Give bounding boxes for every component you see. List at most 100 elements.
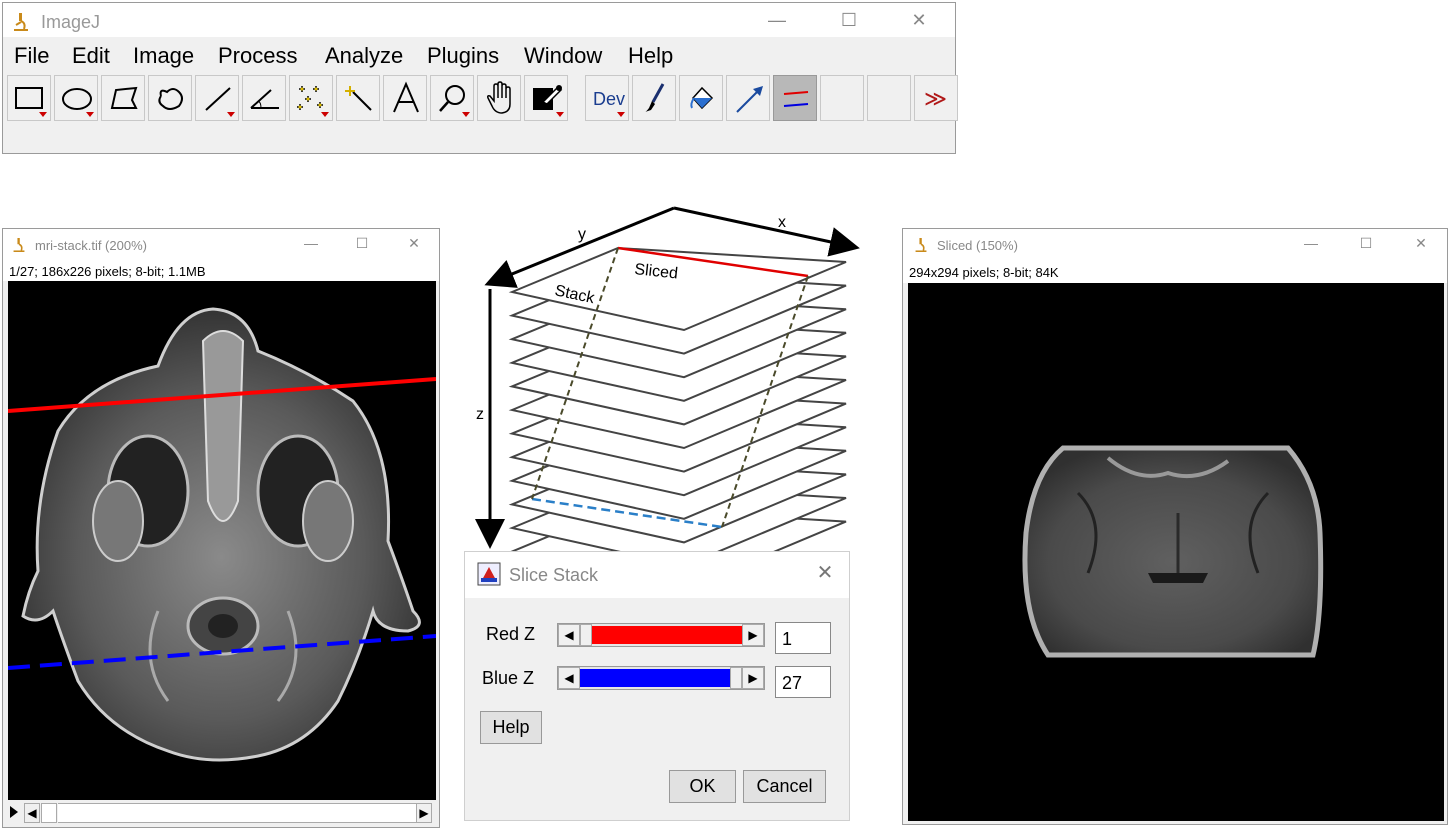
slice-stack-dialog: Slice Stack ✕ Red Z ◀ ▶ 1 Blue Z ◀ ▶ 27 … bbox=[464, 551, 850, 821]
multipoint-icon bbox=[297, 86, 323, 110]
more-tools-button[interactable]: ≫ bbox=[914, 75, 958, 121]
imagej-dialog-icon bbox=[477, 562, 501, 586]
blue-z-thumb[interactable] bbox=[730, 667, 742, 689]
angle-icon bbox=[250, 89, 279, 109]
menu-help[interactable]: Help bbox=[628, 43, 674, 68]
color-picker-icon bbox=[533, 85, 563, 110]
slice-lines-tool[interactable] bbox=[773, 75, 817, 121]
sliced-title: Sliced (150%) bbox=[937, 238, 1018, 253]
sliced-label: Sliced bbox=[634, 261, 679, 282]
multipoint-tool[interactable] bbox=[289, 75, 333, 121]
minimize-icon[interactable]: — bbox=[1304, 235, 1318, 251]
close-icon[interactable]: ✕ bbox=[1415, 235, 1427, 251]
stack-image-canvas[interactable] bbox=[7, 281, 437, 800]
svg-text:≫: ≫ bbox=[924, 87, 947, 112]
red-z-label: Red Z bbox=[486, 624, 536, 644]
slice-dashed-left bbox=[531, 247, 619, 500]
flood-fill-tool[interactable] bbox=[679, 75, 723, 121]
scroll-left-arrow[interactable]: ◀ bbox=[24, 803, 40, 823]
resliced-image bbox=[1022, 445, 1324, 658]
stack-scrollbar[interactable]: ◀ ▶ bbox=[8, 802, 436, 824]
scroll-thumb[interactable] bbox=[41, 803, 57, 823]
empty-tool-slot[interactable] bbox=[867, 75, 911, 121]
arrow-icon bbox=[736, 86, 763, 113]
x-axis-arrow bbox=[673, 206, 860, 257]
close-icon[interactable]: ✕ bbox=[408, 235, 420, 251]
stack-window: mri-stack.tif (200%) — ☐ ✕ 1/27; 186x226… bbox=[2, 228, 440, 828]
color-picker-tool[interactable] bbox=[524, 75, 568, 121]
wand-tool[interactable] bbox=[336, 75, 380, 121]
oval-icon bbox=[62, 88, 92, 110]
menu-window[interactable]: Window bbox=[524, 43, 603, 68]
dev-label: Dev bbox=[593, 89, 625, 109]
sliced-image-canvas[interactable] bbox=[908, 283, 1444, 821]
minimize-icon[interactable]: — bbox=[768, 10, 786, 30]
menu-edit[interactable]: Edit bbox=[72, 43, 110, 68]
stack-title: mri-stack.tif (200%) bbox=[35, 238, 147, 253]
red-z-field[interactable]: 1 bbox=[775, 622, 831, 654]
red-z-slider[interactable]: ◀ ▶ bbox=[557, 623, 765, 647]
red-z-increment[interactable]: ▶ bbox=[742, 624, 764, 646]
dialog-titlebar[interactable]: Slice Stack ✕ bbox=[465, 552, 849, 598]
stack-titlebar[interactable]: mri-stack.tif (200%) — ☐ ✕ bbox=[3, 229, 439, 259]
flood-fill-icon bbox=[690, 86, 714, 110]
y-axis-label: y bbox=[578, 226, 586, 243]
cancel-button[interactable]: Cancel bbox=[743, 770, 826, 803]
menu-plugins[interactable]: Plugins bbox=[427, 43, 500, 68]
hand-tool[interactable] bbox=[477, 75, 521, 121]
menu-image[interactable]: Image bbox=[133, 43, 195, 68]
maximize-icon[interactable]: ☐ bbox=[355, 235, 369, 251]
red-slice-line bbox=[7, 377, 437, 413]
close-icon[interactable]: ✕ bbox=[911, 10, 927, 30]
main-title: ImageJ bbox=[41, 12, 101, 32]
blue-z-slider[interactable]: ◀ ▶ bbox=[557, 666, 765, 690]
line-tool[interactable] bbox=[195, 75, 239, 121]
microscope-icon bbox=[14, 13, 28, 31]
menu-analyze[interactable]: Analyze bbox=[325, 43, 404, 68]
angle-tool[interactable] bbox=[242, 75, 286, 121]
brush-icon bbox=[645, 83, 665, 112]
microscope-icon bbox=[915, 238, 927, 252]
rectangle-tool[interactable] bbox=[7, 75, 51, 121]
freehand-tool[interactable] bbox=[148, 75, 192, 121]
red-z-decrement[interactable]: ◀ bbox=[558, 624, 580, 646]
minimize-icon[interactable]: — bbox=[304, 235, 318, 251]
arrow-tool[interactable] bbox=[726, 75, 770, 121]
sliced-titlebar[interactable]: Sliced (150%) — ☐ ✕ bbox=[903, 229, 1447, 259]
dev-tool[interactable]: Dev bbox=[585, 75, 629, 121]
help-button[interactable]: Help bbox=[480, 711, 542, 744]
scroll-right-arrow[interactable]: ▶ bbox=[416, 803, 432, 823]
wand-icon bbox=[345, 86, 372, 111]
red-z-thumb[interactable] bbox=[580, 624, 592, 646]
play-icon[interactable] bbox=[10, 806, 18, 818]
blue-z-increment[interactable]: ▶ bbox=[742, 667, 764, 689]
x-axis-label: x bbox=[778, 214, 786, 231]
text-tool[interactable] bbox=[383, 75, 427, 121]
blue-slice-line bbox=[7, 634, 437, 670]
stack-info: 1/27; 186x226 pixels; 8-bit; 1.1MB bbox=[9, 264, 206, 279]
maximize-icon[interactable]: ☐ bbox=[1359, 235, 1373, 251]
oval-tool[interactable] bbox=[54, 75, 98, 121]
polygon-tool[interactable] bbox=[101, 75, 145, 121]
blue-slice-edge bbox=[531, 497, 723, 529]
menu-file[interactable]: File bbox=[14, 43, 50, 68]
scroll-track[interactable] bbox=[58, 803, 416, 823]
empty-tool-slot[interactable] bbox=[820, 75, 864, 121]
z-axis-label: z bbox=[476, 406, 484, 423]
blue-z-field[interactable]: 27 bbox=[775, 666, 831, 698]
close-icon[interactable]: ✕ bbox=[816, 562, 834, 584]
blue-z-decrement[interactable]: ◀ bbox=[558, 667, 580, 689]
blue-z-fill bbox=[580, 669, 730, 687]
magnifier-tool[interactable] bbox=[430, 75, 474, 121]
sliced-info: 294x294 pixels; 8-bit; 84K bbox=[909, 265, 1059, 280]
maximize-icon[interactable]: ☐ bbox=[840, 10, 858, 30]
red-slice-edge bbox=[617, 246, 809, 278]
y-axis-arrow bbox=[484, 206, 675, 288]
main-titlebar[interactable]: ImageJ — ☐ ✕ bbox=[3, 3, 955, 37]
ok-button[interactable]: OK bbox=[669, 770, 736, 803]
brush-tool[interactable] bbox=[632, 75, 676, 121]
sliced-window: Sliced (150%) — ☐ ✕ 294x294 pixels; 8-bi… bbox=[902, 228, 1448, 825]
menu-process[interactable]: Process bbox=[218, 43, 298, 68]
hand-icon bbox=[487, 81, 511, 114]
rectangle-icon bbox=[15, 87, 43, 109]
